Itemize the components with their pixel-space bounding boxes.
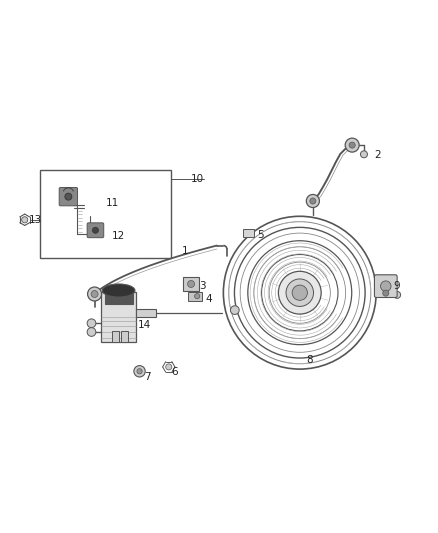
Text: 3: 3 xyxy=(199,281,206,291)
Bar xyxy=(112,331,119,342)
Circle shape xyxy=(92,227,99,233)
Circle shape xyxy=(286,279,314,306)
Circle shape xyxy=(230,306,239,314)
Bar xyxy=(244,229,254,237)
Circle shape xyxy=(87,328,96,336)
Text: 14: 14 xyxy=(138,320,152,330)
Bar xyxy=(136,309,155,317)
Circle shape xyxy=(223,216,376,369)
Circle shape xyxy=(306,195,319,207)
Circle shape xyxy=(21,217,28,223)
Circle shape xyxy=(91,290,98,297)
FancyBboxPatch shape xyxy=(374,275,397,297)
Text: 13: 13 xyxy=(29,215,42,225)
Bar xyxy=(40,171,171,258)
Text: 6: 6 xyxy=(171,367,177,377)
Circle shape xyxy=(345,138,359,152)
Text: 7: 7 xyxy=(144,372,151,382)
Circle shape xyxy=(166,364,172,370)
Circle shape xyxy=(360,151,367,158)
Text: 11: 11 xyxy=(106,198,119,208)
Circle shape xyxy=(137,369,142,374)
Circle shape xyxy=(187,280,194,287)
Circle shape xyxy=(349,142,355,148)
Circle shape xyxy=(292,285,307,300)
Circle shape xyxy=(87,319,96,328)
Circle shape xyxy=(279,271,321,314)
Circle shape xyxy=(194,294,200,299)
Text: 10: 10 xyxy=(191,174,204,184)
FancyBboxPatch shape xyxy=(87,223,104,238)
Circle shape xyxy=(310,198,316,204)
Circle shape xyxy=(394,292,401,298)
Circle shape xyxy=(381,281,391,292)
Text: 4: 4 xyxy=(206,294,212,304)
Circle shape xyxy=(134,366,145,377)
Bar xyxy=(121,331,128,342)
Text: 12: 12 xyxy=(112,231,125,241)
Circle shape xyxy=(65,193,72,200)
Bar xyxy=(183,277,199,291)
Bar xyxy=(101,292,136,342)
Text: 5: 5 xyxy=(258,230,264,240)
Ellipse shape xyxy=(102,284,135,297)
Circle shape xyxy=(383,290,389,296)
Bar xyxy=(188,292,201,302)
Bar xyxy=(105,288,133,304)
Text: 9: 9 xyxy=(394,281,400,291)
Text: 2: 2 xyxy=(374,150,381,160)
FancyBboxPatch shape xyxy=(59,188,78,206)
Text: 1: 1 xyxy=(182,246,188,256)
Text: 8: 8 xyxy=(306,356,313,365)
Circle shape xyxy=(88,287,102,301)
